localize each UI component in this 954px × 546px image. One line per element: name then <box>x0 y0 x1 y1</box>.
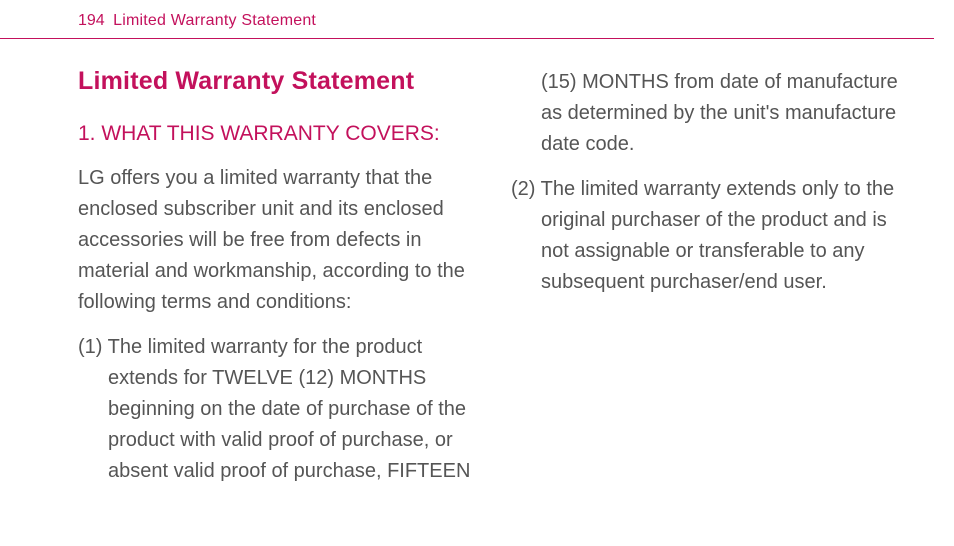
section-number: 1. <box>78 122 96 145</box>
header-title: Limited Warranty Statement <box>113 12 316 29</box>
section-intro: LG offers you a limited warranty that th… <box>78 163 483 318</box>
section-heading-text: WHAT THIS WARRANTY COVERS: <box>101 122 439 145</box>
document-page: 194 Limited Warranty Statement Limited W… <box>0 0 954 546</box>
warranty-item-2: (2) The limited warranty extends only to… <box>511 174 916 298</box>
page-header: 194 Limited Warranty Statement <box>0 0 934 39</box>
doc-title: Limited Warranty Statement <box>78 67 483 96</box>
section-heading: 1. WHAT THIS WARRANTY COVERS: <box>78 118 483 151</box>
page-number: 194 <box>78 12 105 29</box>
page-content: Limited Warranty Statement 1. WHAT THIS … <box>0 39 954 499</box>
